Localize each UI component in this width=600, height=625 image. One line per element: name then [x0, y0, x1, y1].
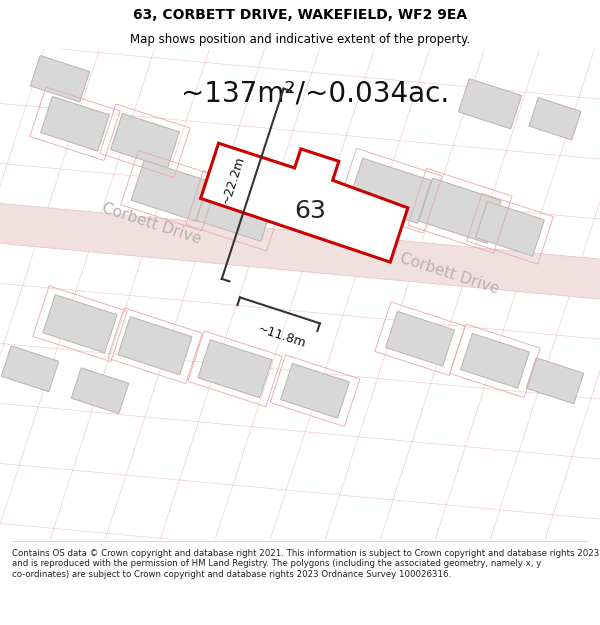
Text: Corbett Drive: Corbett Drive: [101, 201, 203, 247]
Polygon shape: [0, 199, 600, 304]
Polygon shape: [1, 346, 59, 392]
Text: ~22.2m: ~22.2m: [219, 154, 247, 206]
Polygon shape: [200, 143, 408, 262]
Polygon shape: [458, 79, 521, 129]
Polygon shape: [31, 56, 89, 102]
Text: ~11.8m: ~11.8m: [256, 322, 308, 350]
Polygon shape: [198, 339, 272, 398]
Polygon shape: [118, 317, 192, 375]
Polygon shape: [131, 160, 209, 221]
Polygon shape: [349, 158, 431, 223]
Polygon shape: [419, 178, 501, 243]
Polygon shape: [281, 363, 349, 418]
Polygon shape: [71, 368, 129, 414]
Polygon shape: [196, 180, 274, 241]
Polygon shape: [43, 294, 117, 353]
Polygon shape: [461, 333, 529, 388]
Text: 63, CORBETT DRIVE, WAKEFIELD, WF2 9EA: 63, CORBETT DRIVE, WAKEFIELD, WF2 9EA: [133, 8, 467, 22]
Text: ~137m²/~0.034ac.: ~137m²/~0.034ac.: [181, 80, 449, 107]
Polygon shape: [529, 98, 581, 140]
Polygon shape: [526, 357, 584, 404]
Polygon shape: [41, 96, 109, 151]
Text: Map shows position and indicative extent of the property.: Map shows position and indicative extent…: [130, 32, 470, 46]
Polygon shape: [476, 201, 544, 256]
Text: Contains OS data © Crown copyright and database right 2021. This information is : Contains OS data © Crown copyright and d…: [12, 549, 599, 579]
Polygon shape: [110, 113, 179, 168]
Text: Corbett Drive: Corbett Drive: [398, 251, 502, 297]
Text: 63: 63: [294, 199, 326, 222]
Polygon shape: [386, 311, 454, 366]
